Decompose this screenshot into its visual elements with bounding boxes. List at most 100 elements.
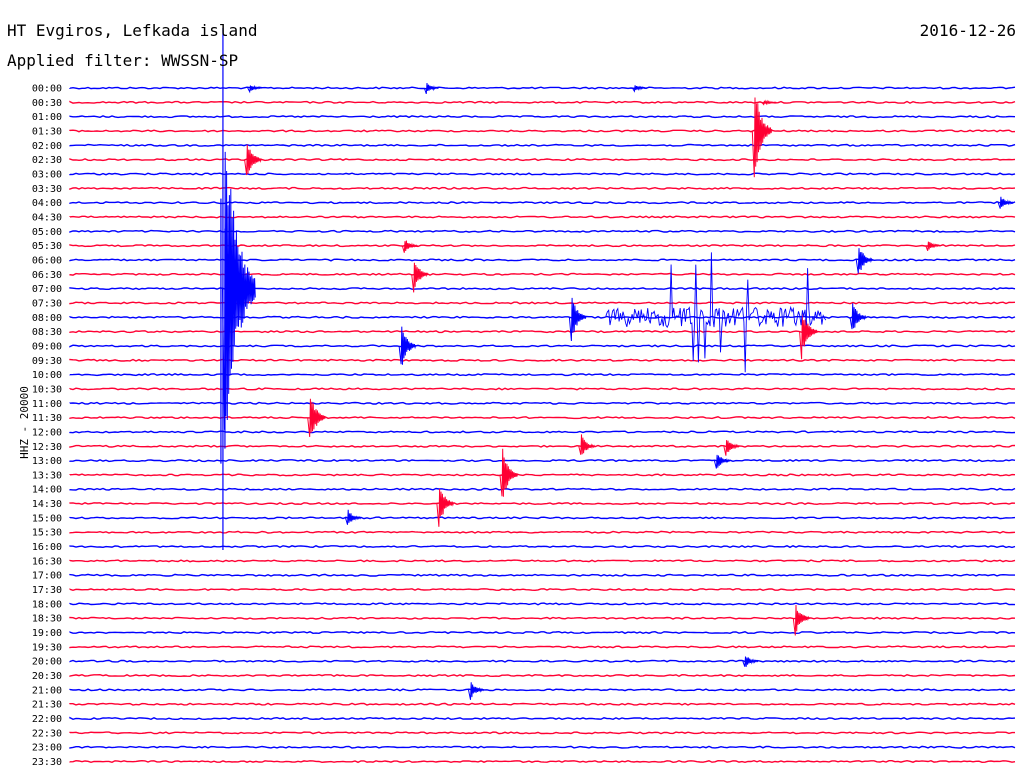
row-time-label: 03:30 xyxy=(32,184,62,195)
trace-row-2300 xyxy=(69,745,1016,749)
trace-row-0500 xyxy=(69,229,1016,233)
event-waveform xyxy=(345,509,362,525)
row-time-label: 00:00 xyxy=(32,84,62,95)
row-time-label: 19:30 xyxy=(32,642,62,653)
row-time-label: 23:00 xyxy=(32,743,62,754)
trace-row-2100 xyxy=(69,688,1016,692)
trace-row-0430 xyxy=(69,215,1016,219)
event-waveform xyxy=(436,488,455,527)
station-title: HT Evgiros, Lefkada island xyxy=(7,21,258,40)
row-time-label: 05:30 xyxy=(32,241,62,252)
row-time-label: 21:00 xyxy=(32,685,62,696)
row-time-label: 09:30 xyxy=(32,356,62,367)
row-time-label: 18:00 xyxy=(32,599,62,610)
mainshock-spike xyxy=(220,28,226,550)
row-time-label: 22:00 xyxy=(32,714,62,725)
row-time-label: 20:00 xyxy=(32,657,62,668)
row-time-label: 11:00 xyxy=(32,399,62,410)
tremor-burst xyxy=(605,252,827,373)
trace-row-1300 xyxy=(69,459,1016,463)
row-time-label: 04:30 xyxy=(32,212,62,223)
trace-row-1530 xyxy=(69,530,1016,534)
row-time-label: 21:30 xyxy=(32,700,62,711)
trace-row-1130 xyxy=(69,416,1016,420)
row-time-label: 06:00 xyxy=(32,255,62,266)
trace-row-1430 xyxy=(69,502,1016,506)
trace-row-1800 xyxy=(69,602,1016,606)
row-time-label: 14:30 xyxy=(32,499,62,510)
event-waveform xyxy=(723,440,740,456)
channel-label: HHZ - 20000 xyxy=(17,386,31,459)
trace-row-0930 xyxy=(69,358,1016,362)
trace-row-2000 xyxy=(69,659,1016,663)
trace-row-1000 xyxy=(69,373,1016,377)
trace-row-0400 xyxy=(69,201,1016,205)
trace-row-0830 xyxy=(69,330,1016,334)
trace-row-0030 xyxy=(69,100,1016,104)
trace-row-1930 xyxy=(69,645,1015,649)
trace-row-1230 xyxy=(69,444,1016,448)
trace-row-1600 xyxy=(69,545,1016,549)
event-waveform xyxy=(713,454,731,469)
trace-row-1830 xyxy=(69,616,1016,620)
trace-row-1730 xyxy=(69,588,1016,592)
row-time-label: 23:30 xyxy=(32,757,62,768)
row-time-label: 15:00 xyxy=(32,513,62,524)
row-time-label: 18:30 xyxy=(32,614,62,625)
trace-row-0530 xyxy=(69,244,1016,248)
seismogram-traces xyxy=(69,28,1016,764)
row-time-label: 10:30 xyxy=(32,384,62,395)
event-waveform xyxy=(742,656,759,667)
trace-row-0200 xyxy=(69,143,1016,147)
trace-row-0800 xyxy=(69,315,1016,319)
date-label: 2016-12-26 xyxy=(919,21,1016,40)
row-time-label: 07:00 xyxy=(32,284,62,295)
row-time-label: 17:30 xyxy=(32,585,62,596)
row-time-label: 02:00 xyxy=(32,141,62,152)
row-time-label: 16:00 xyxy=(32,542,62,553)
row-time-label: 22:30 xyxy=(32,728,62,739)
row-time-label: 10:00 xyxy=(32,370,62,381)
trace-row-0700 xyxy=(69,287,1016,291)
row-time-label: 20:30 xyxy=(32,671,62,682)
trace-row-2200 xyxy=(69,716,1016,721)
event-waveform xyxy=(849,303,867,330)
trace-row-0230 xyxy=(69,158,1016,162)
event-waveform xyxy=(792,604,810,636)
row-time-label: 19:00 xyxy=(32,628,62,639)
trace-row-1030 xyxy=(69,387,1016,391)
event-waveform xyxy=(244,144,262,176)
trace-row-2330 xyxy=(69,759,1016,764)
time-axis-labels: 00:00 00:30 01:00 01:30 02:00 02:30 03:00 03:30… xyxy=(32,84,62,769)
row-time-label: 11:30 xyxy=(32,413,62,424)
filter-label: Applied filter: WWSSN-SP xyxy=(7,51,239,70)
event-waveform xyxy=(398,326,417,365)
event-waveform xyxy=(799,313,818,360)
trace-row-1330 xyxy=(69,473,1016,477)
trace-row-0730 xyxy=(69,301,1016,305)
trace-row-2130 xyxy=(69,702,1016,706)
trace-row-1700 xyxy=(69,573,1015,577)
trace-row-1200 xyxy=(69,430,1016,434)
event-waveform xyxy=(247,84,263,94)
trace-row-0130 xyxy=(69,129,1016,133)
row-time-label: 13:30 xyxy=(32,470,62,481)
row-time-label: 07:30 xyxy=(32,298,62,309)
event-waveform xyxy=(925,241,941,251)
row-time-label: 01:00 xyxy=(32,112,62,123)
event-waveform xyxy=(411,262,429,293)
row-time-label: 12:30 xyxy=(32,442,62,453)
event-waveform xyxy=(401,240,418,253)
trace-row-0100 xyxy=(69,115,1016,119)
row-time-label: 02:30 xyxy=(32,155,62,166)
event-waveform xyxy=(423,82,440,95)
row-time-label: 06:30 xyxy=(32,270,62,281)
event-waveform xyxy=(307,398,326,438)
row-time-label: 17:00 xyxy=(32,571,62,582)
event-waveform xyxy=(631,85,648,93)
trace-row-2030 xyxy=(69,673,1016,678)
trace-row-2230 xyxy=(69,731,1015,735)
event-waveform xyxy=(578,434,596,455)
trace-row-0900 xyxy=(69,344,1016,348)
